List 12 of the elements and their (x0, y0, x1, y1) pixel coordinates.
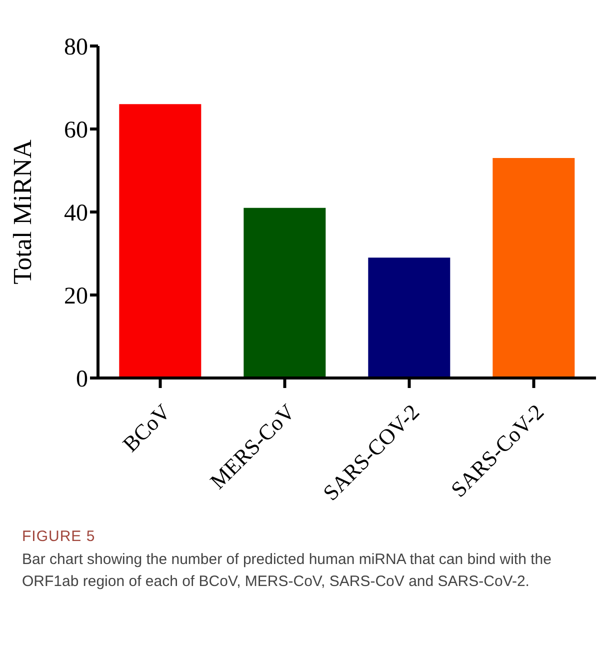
y-tick-label: 0 (76, 366, 88, 393)
text: Bar chart showing the number of predicted human miRNA that can bind with the ORF1ab region of each of BCoV, MERS-CoV, SARS-CoV and SARS-CoV-2. (22, 550, 552, 592)
y-tick-label: 20 (64, 284, 88, 310)
y-tick-label: 80 (64, 34, 88, 61)
bar (368, 258, 450, 378)
y-tick-label: 40 (64, 200, 88, 227)
bar (492, 158, 575, 378)
caption: FIGURE 5 (22, 528, 96, 545)
y-tick-label: 60 (64, 118, 88, 144)
y-axis-title: Total MiRNA (8, 139, 38, 284)
bar (119, 104, 202, 378)
bar (244, 208, 326, 378)
